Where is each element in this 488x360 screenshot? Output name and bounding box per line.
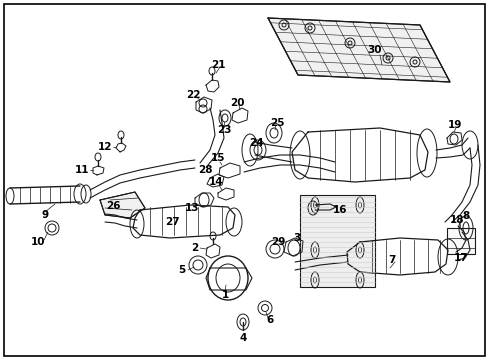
Text: 3: 3: [293, 233, 300, 243]
Polygon shape: [267, 18, 449, 82]
Text: 6: 6: [266, 315, 273, 325]
Text: 17: 17: [453, 253, 468, 263]
Text: 22: 22: [185, 90, 200, 100]
Polygon shape: [100, 192, 145, 218]
Text: 27: 27: [164, 217, 179, 227]
Text: 28: 28: [197, 165, 212, 175]
Text: 18: 18: [449, 215, 463, 225]
Text: 16: 16: [332, 205, 346, 215]
Text: 26: 26: [105, 201, 120, 211]
Text: 10: 10: [31, 237, 45, 247]
Text: 13: 13: [184, 203, 199, 213]
Text: 23: 23: [216, 125, 231, 135]
Text: 20: 20: [229, 98, 244, 108]
Text: 14: 14: [208, 177, 223, 187]
Text: 24: 24: [248, 138, 263, 148]
Text: 30: 30: [367, 45, 382, 55]
Text: 2: 2: [191, 243, 198, 253]
Bar: [446, 228, 474, 254]
Bar: [299, 195, 374, 287]
Text: 9: 9: [41, 210, 48, 220]
Text: 25: 25: [269, 118, 284, 128]
Text: 12: 12: [98, 142, 112, 152]
Text: 21: 21: [210, 60, 225, 70]
Text: 29: 29: [270, 237, 285, 247]
Text: 11: 11: [75, 165, 89, 175]
Text: 15: 15: [210, 153, 225, 163]
Text: 5: 5: [178, 265, 185, 275]
Text: 1: 1: [221, 290, 228, 300]
Text: 7: 7: [387, 255, 395, 265]
Text: 4: 4: [239, 333, 246, 343]
Text: 8: 8: [462, 211, 468, 221]
Text: 19: 19: [447, 120, 461, 130]
